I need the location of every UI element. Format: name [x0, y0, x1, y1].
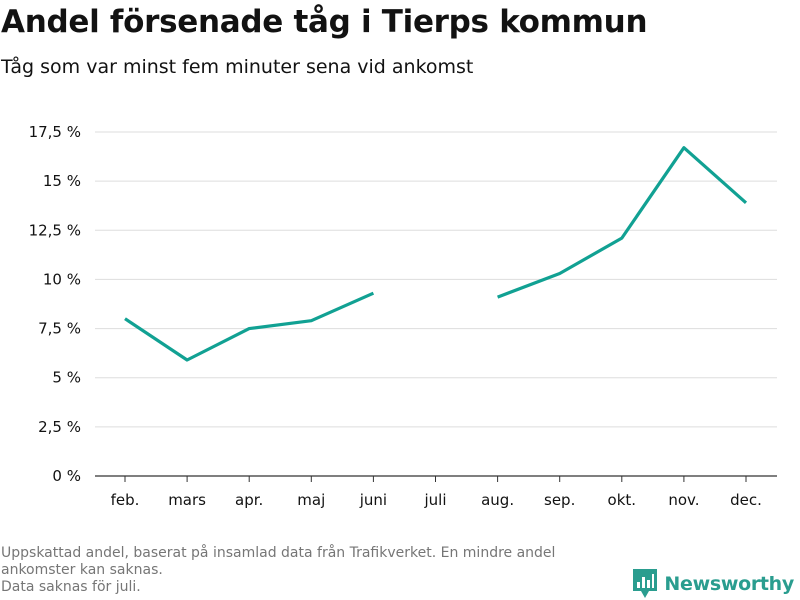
- x-tick-label: apr.: [235, 491, 263, 509]
- x-tick-label: aug.: [481, 491, 514, 509]
- newsworthy-brand[interactable]: Newsworthy: [633, 569, 794, 599]
- y-tick-label: 10 %: [43, 270, 81, 288]
- footer-note-estimate: Uppskattad andel, baserat på insamlad da…: [1, 545, 556, 578]
- y-tick-label: 15 %: [43, 172, 81, 190]
- chart-subtitle: Tåg som var minst fem minuter sena vid a…: [1, 56, 474, 78]
- y-tick-label: 12,5 %: [29, 221, 81, 239]
- x-tick-label: nov.: [668, 491, 699, 509]
- newsworthy-logo-icon: [633, 569, 658, 598]
- line-chart: 0 % 2,5 % 5 % 7,5 % 10 % 12,5 % 15 % 17,5 % feb…: [29, 123, 777, 509]
- y-tick-label: 17,5 %: [29, 123, 81, 141]
- x-tick-label: feb.: [111, 491, 140, 509]
- brand-name: Newsworthy: [664, 573, 794, 595]
- y-tick-label: 5 %: [52, 369, 81, 387]
- series-line-segment: [497, 146, 748, 299]
- footer-note-missing-data: Data saknas för juli.: [1, 579, 141, 595]
- x-tick-label: mars: [168, 491, 206, 509]
- y-tick-label: 0 %: [52, 467, 81, 485]
- chart-title: Andel försenade tåg i Tierps kommun: [1, 4, 648, 40]
- x-tick-label: juli: [423, 491, 446, 509]
- gridlines: [95, 131, 777, 428]
- x-tick-label: dec.: [730, 491, 762, 509]
- series-line-segment: [124, 291, 375, 362]
- chart-footer-note: Uppskattad andel, baserat på insamlad da…: [1, 545, 631, 596]
- y-axis-tick-labels: 0 % 2,5 % 5 % 7,5 % 10 % 12,5 % 15 % 17,5 %: [29, 123, 81, 485]
- x-tick-label: juni: [359, 491, 387, 509]
- series-lines: [124, 146, 748, 362]
- y-tick-label: 2,5 %: [38, 418, 81, 436]
- x-tick-label: sep.: [544, 491, 575, 509]
- x-tick-label: okt.: [608, 491, 637, 509]
- x-axis: feb. mars apr. maj juni juli aug. sep. okt. nov. d…: [95, 475, 777, 509]
- x-tick-label: maj: [297, 491, 325, 509]
- y-tick-label: 7,5 %: [38, 320, 81, 338]
